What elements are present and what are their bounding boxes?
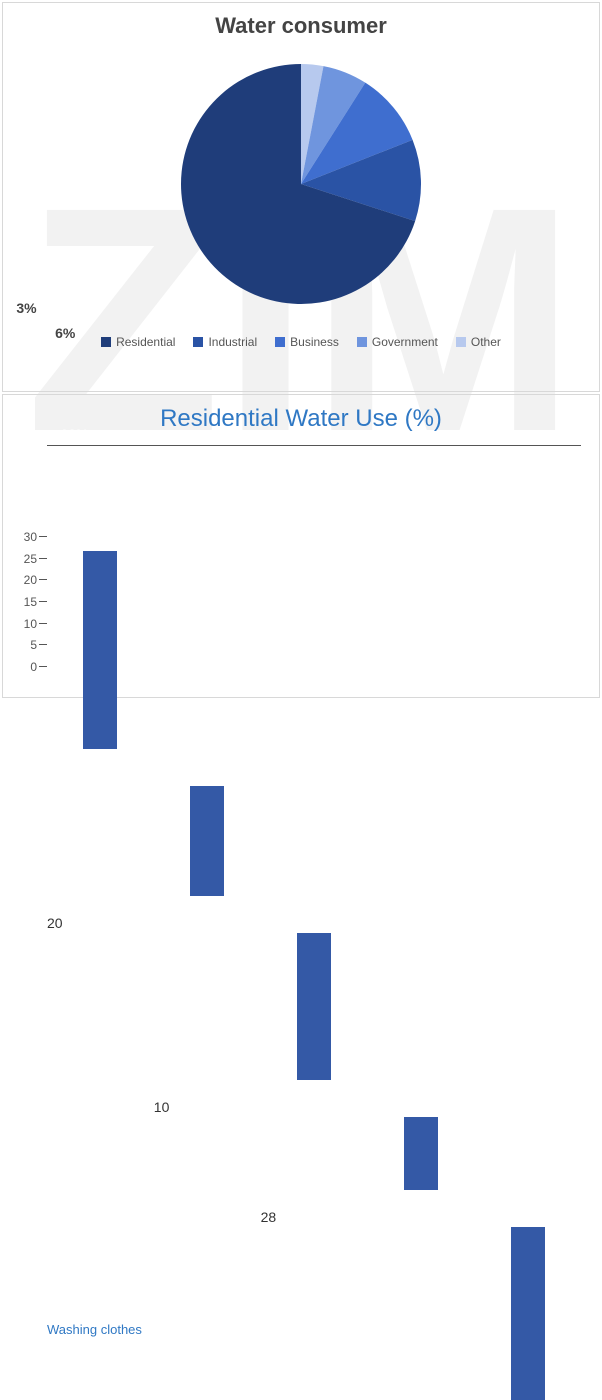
y-tick-label: 25	[11, 552, 37, 566]
bar-category-label: Washing clothes	[47, 1322, 581, 1337]
y-tick	[39, 644, 47, 645]
bar-value-label: 27	[0, 533, 367, 549]
y-tick-label: 5	[11, 638, 37, 652]
legend-swatch	[101, 337, 111, 347]
bar-chart: 05101520253027Bathroom15Toilet20Washing …	[47, 445, 581, 665]
legend-swatch	[193, 337, 203, 347]
bar-chart-panel: Residential Water Use (%) 05101520253027…	[2, 394, 600, 698]
y-tick-label: 20	[11, 573, 37, 587]
legend-swatch	[456, 337, 466, 347]
legend-swatch	[275, 337, 285, 347]
bar	[404, 1117, 438, 1190]
legend-label: Business	[290, 335, 339, 349]
y-tick-label: 10	[11, 617, 37, 631]
bar-value-label: 20	[47, 915, 581, 931]
legend-item: Business	[275, 335, 339, 349]
legend-label: Government	[372, 335, 438, 349]
x-axis	[47, 445, 581, 446]
pie-chart-panel: Water consumer 3%6%10%11%70% Residential…	[2, 2, 600, 392]
bar	[83, 551, 117, 749]
legend-swatch	[357, 337, 367, 347]
legend-item: Government	[357, 335, 438, 349]
bar	[190, 786, 224, 896]
y-tick-label: 0	[11, 660, 37, 674]
pie-chart: 3%6%10%11%70%	[3, 39, 599, 329]
bar-value-label: 28	[261, 1209, 602, 1225]
y-tick	[39, 558, 47, 559]
legend-label: Industrial	[208, 335, 257, 349]
legend-label: Residential	[116, 335, 175, 349]
pie-legend: Residential Industrial Business Government O…	[3, 335, 599, 349]
legend-item: Residential	[101, 335, 175, 349]
y-tick-label: 15	[11, 595, 37, 609]
y-tick	[39, 601, 47, 602]
legend-label: Other	[471, 335, 501, 349]
pie-svg	[171, 54, 431, 314]
legend-item: Industrial	[193, 335, 257, 349]
pie-chart-title: Water consumer	[3, 13, 599, 39]
bar	[297, 933, 331, 1080]
bar-chart-title: Residential Water Use (%)	[3, 405, 599, 433]
y-tick	[39, 666, 47, 667]
legend-item: Other	[456, 335, 501, 349]
bar-value-label: 10	[154, 1099, 602, 1115]
bar	[511, 1227, 545, 1400]
y-tick	[39, 623, 47, 624]
bar-value-label: 15	[0, 768, 474, 784]
y-tick	[39, 579, 47, 580]
